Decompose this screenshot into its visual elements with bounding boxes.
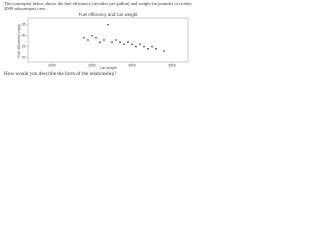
- x-axis-label: Car weight: [99, 66, 116, 70]
- point: [135, 45, 137, 48]
- y-axis-label: Fuel efficiency (mpg): [17, 24, 21, 57]
- point: [147, 47, 149, 50]
- point: [99, 41, 101, 44]
- x-tick-label: 3500: [168, 63, 176, 67]
- y-tick-label: 35: [22, 22, 26, 26]
- chart: Fuel efficiency and Car weight Fuel effi…: [17, 12, 189, 70]
- point: [143, 45, 145, 48]
- intro-text: The scatterplot below shows the fuel eff…: [4, 1, 192, 12]
- point: [127, 41, 129, 44]
- point: [103, 39, 105, 41]
- point: [131, 43, 133, 46]
- point: [139, 43, 141, 46]
- y-tick-label: 20: [22, 55, 26, 59]
- y-tick-label: 30: [22, 33, 26, 37]
- x-tick-label: 2000: [48, 63, 56, 67]
- x-tick-label: 2500: [88, 63, 96, 67]
- point: [119, 41, 121, 44]
- point: [91, 34, 93, 37]
- point: [123, 43, 125, 46]
- x-tick-label: 3000: [128, 63, 136, 67]
- point: [163, 50, 165, 52]
- chart-title: Fuel efficiency and Car weight: [79, 12, 139, 17]
- point: [155, 47, 157, 50]
- y-tick-label: 25: [22, 44, 26, 48]
- plot-frame: [27, 17, 189, 63]
- point: [107, 23, 109, 26]
- point: [83, 36, 85, 39]
- point: [115, 39, 117, 41]
- point: [151, 45, 153, 48]
- point: [87, 39, 89, 41]
- page: {"intro": "The scatterplot below shows t…: [0, 0, 200, 85]
- point: [95, 36, 97, 39]
- point: [111, 41, 113, 44]
- question-text: How would you describe the form of the r…: [4, 71, 117, 77]
